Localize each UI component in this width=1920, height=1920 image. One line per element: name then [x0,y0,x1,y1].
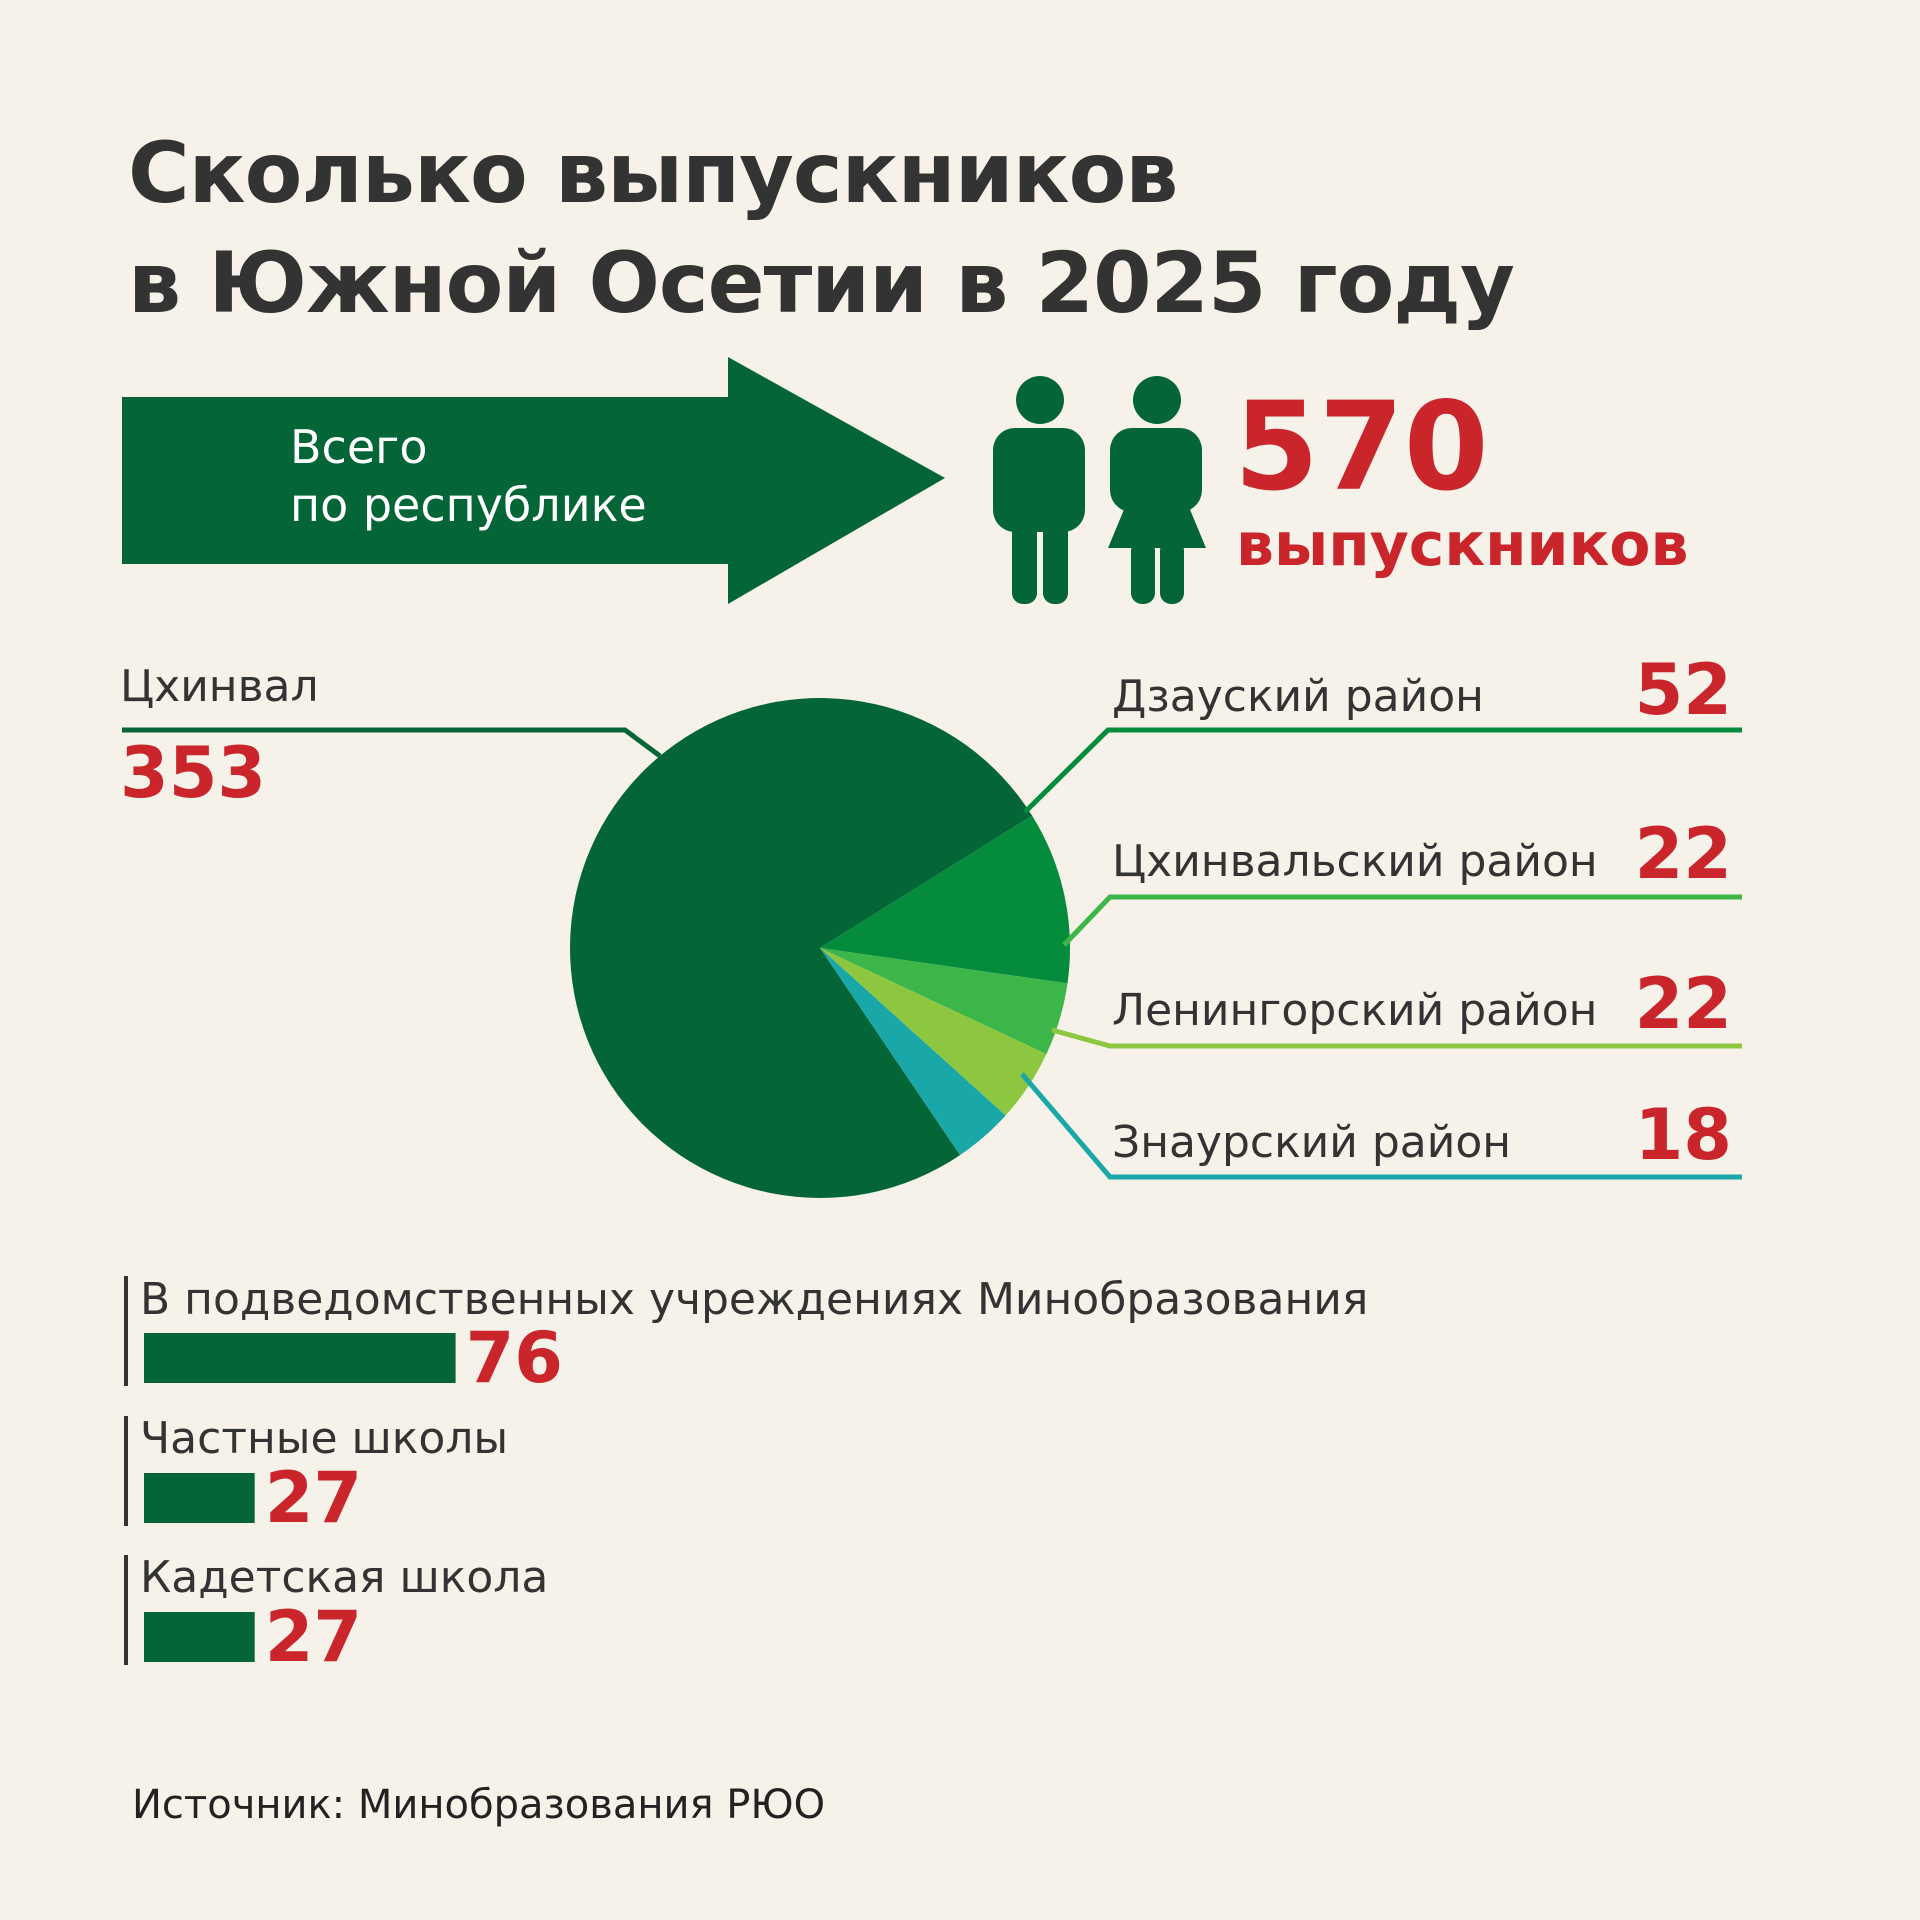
bar-label-ministry: В подведомственных учреждениях Минобразо… [140,1274,1369,1325]
bar-label-private: Частные школы [140,1413,509,1464]
bar-private [144,1473,255,1523]
leader-line-dzau [1023,727,1742,814]
bars [144,1333,456,1662]
slice-value-tskhinvali-district: 22 [1634,813,1732,895]
leader-line-znaur [1020,1072,1742,1180]
bar-cadet [144,1612,255,1662]
female-person-icon [1108,376,1206,604]
slice-label-dzau: Дзауский район [1112,671,1484,722]
leader-line-tskhinval [122,727,662,759]
bar-ministry [144,1333,456,1383]
slice-value-tskhinval: 353 [120,732,267,814]
title-line-1: Сколько выпускников [128,124,1178,222]
total-unit: выпускников [1236,510,1689,580]
bar-chart [124,1276,456,1665]
leader-line-leningor [1051,1027,1742,1049]
slice-value-znaur: 18 [1634,1094,1732,1176]
slice-label-znaur: Знаурский район [1112,1117,1512,1168]
bar-value-private: 27 [264,1457,363,1539]
arrow-label-line-2: по республике [290,478,647,532]
slice-tskhinval [570,698,1033,1199]
slice-leningor [820,948,1047,1116]
bar-value-cadet: 27 [264,1596,363,1678]
arrow-label: Всего по республике [290,418,647,534]
source-note: Источник: Минобразования РЮО [132,1782,826,1828]
total-value: 570 [1234,376,1489,518]
pie-leader-lines [122,727,1742,1180]
arrow-label-line-1: Всего [290,420,428,474]
bar-label-cadet: Кадетская школа [140,1552,549,1603]
male-person-icon [993,376,1085,604]
slice-label-leningor: Ленингорский район [1112,985,1598,1036]
title-line-2: в Южной Осетии в 2025 году [128,234,1515,332]
leader-line-tskhinvali-district [1062,894,1742,947]
pie-chart [570,698,1070,1199]
chart-title: Сколько выпускников в Южной Осетии в 202… [128,118,1515,338]
slice-label-tskhinvali-district: Цхинвальский район [1112,836,1598,887]
slice-value-dzau: 52 [1634,649,1732,731]
total-arrow [122,357,945,604]
slice-znaur [820,948,1006,1156]
slice-dzau [820,815,1070,984]
slice-label-tskhinval: Цхинвал [120,661,319,712]
slice-value-leningor: 22 [1634,963,1732,1045]
bar-value-ministry: 76 [465,1317,564,1399]
slice-tskhinvali-district [820,948,1068,1055]
